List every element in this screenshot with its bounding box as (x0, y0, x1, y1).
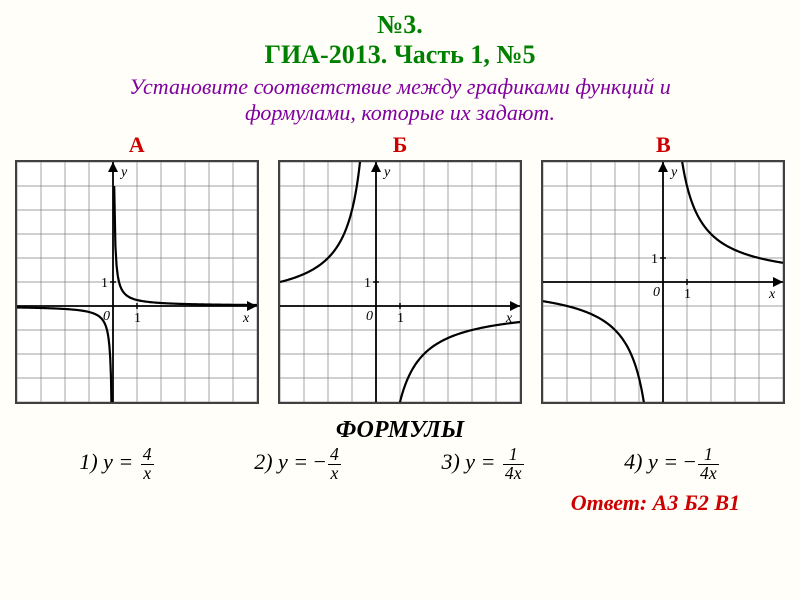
formula-2: 2) y = −4x (254, 446, 343, 482)
chart-cell-a: А 011xy (15, 132, 259, 409)
chart-c: 0 1 1 x y (541, 160, 785, 404)
problem-number: №3. (0, 10, 800, 40)
svg-text:1: 1 (397, 311, 404, 326)
formulas-row: 1) y = 4x 2) y = −4x 3) y = 14x 4) y = −… (0, 444, 800, 482)
task-text: Установите соответствие между графиками … (20, 74, 780, 126)
svg-text:y: y (669, 165, 678, 180)
svg-text:x: x (768, 287, 776, 302)
svg-text:0: 0 (653, 285, 660, 300)
chart-cell-b: Б 011xy (278, 132, 522, 409)
formula-1: 1) y = 4x (79, 446, 155, 482)
chart-b: 011xy (278, 160, 522, 404)
chart-cell-c: В 0 1 1 x y (541, 132, 785, 409)
formula-3: 3) y = 14x (441, 446, 525, 482)
task-line-2: формулами, которые их задают. (245, 100, 555, 125)
chart-a: 011xy (15, 160, 259, 404)
chart-label-b: Б (278, 132, 522, 158)
exam-title: ГИА-2013. Часть 1, №5 (0, 40, 800, 70)
chart-label-c: В (541, 132, 785, 158)
svg-text:y: y (382, 165, 391, 180)
task-line-1: Установите соответствие между графиками … (129, 74, 670, 99)
formula-4: 4) y = −14x (624, 446, 720, 482)
chart-label-a: А (15, 132, 259, 158)
svg-text:1: 1 (364, 276, 371, 291)
svg-text:0: 0 (366, 309, 373, 324)
page: №3. ГИА-2013. Часть 1, №5 Установите соо… (0, 0, 800, 600)
charts-row: А 0 1 1 x y Б 0 1 1 x y В 0 1 1 x y (0, 132, 800, 409)
svg-text:1: 1 (651, 252, 658, 267)
svg-text:1: 1 (134, 311, 141, 326)
svg-text:x: x (242, 311, 250, 326)
svg-text:1: 1 (684, 287, 691, 302)
formulas-title: ФОРМУЛЫ (0, 417, 800, 444)
svg-text:1: 1 (101, 276, 108, 291)
svg-text:y: y (119, 165, 128, 180)
answer-text: Ответ: А3 Б2 В1 (0, 490, 800, 516)
